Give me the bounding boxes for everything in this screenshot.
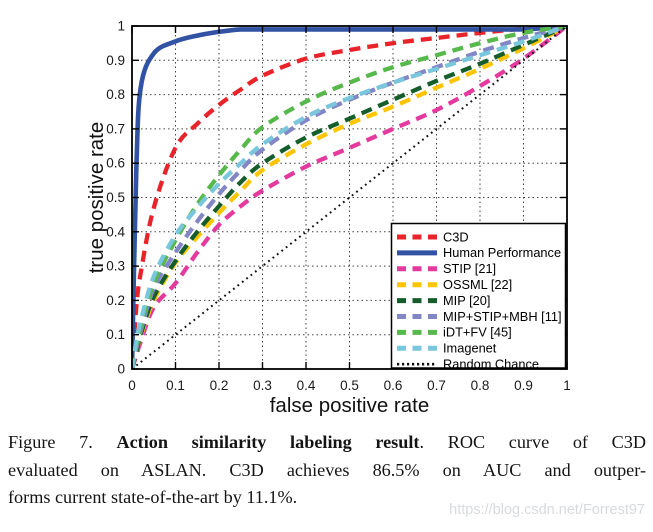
legend-entry-c3d: C3D: [397, 229, 469, 244]
y-tick-label: 0.7: [106, 121, 125, 136]
x-tick-label: 0.8: [471, 378, 490, 393]
caption-line-3: forms current state-of-the-art by 11.1%.: [8, 487, 298, 508]
legend-entry-ossml-22: OSSML [22]: [397, 277, 512, 292]
x-tick-label: 0.2: [210, 378, 229, 393]
x-tick-label: 0: [128, 378, 136, 393]
caption-line-1: Figure 7. Action similarity labeling res…: [8, 429, 646, 457]
x-tick-label: 0.6: [384, 378, 403, 393]
legend-label-idt-fv-45: iDT+FV [45]: [443, 325, 512, 340]
legend-label-human-performance: Human Performance: [443, 245, 561, 260]
y-tick-label: 0.4: [106, 224, 125, 239]
watermark-url: https://blog.csdn.net/Forrest97: [449, 502, 645, 518]
legend-entry-random-chance: Random Chance: [397, 357, 539, 372]
x-tick-label: 0.5: [340, 378, 359, 393]
roc-curve-imagenet: [132, 26, 567, 369]
x-tick-label: 0.9: [514, 378, 533, 393]
x-tick-label: 1: [563, 378, 571, 393]
y-tick-label: 0.8: [106, 87, 125, 102]
x-tick-label: 0.1: [166, 378, 185, 393]
legend-label-mip-20: MIP [20]: [443, 293, 490, 308]
caption-line-2: evaluated on ASLAN. C3D achieves 86.5% o…: [8, 459, 646, 480]
legend-label-imagenet: Imagenet: [443, 341, 497, 356]
caption-bold-title: Action similarity labeling result: [116, 432, 420, 452]
plot-border: [131, 25, 568, 370]
legend-label-random-chance: Random Chance: [443, 357, 539, 372]
y-tick-label: 0.3: [106, 259, 125, 274]
legend-entry-stip-21: STIP [21]: [397, 261, 496, 276]
caption-figure-number: Figure 7.: [8, 432, 117, 452]
roc-curve-random-chance: [132, 26, 567, 369]
x-tick-label: 0.3: [253, 378, 272, 393]
figure-caption: Figure 7. Action similarity labeling res…: [8, 429, 646, 512]
y-tick-label: 1: [117, 19, 125, 34]
x-tick-label: 0.7: [427, 378, 446, 393]
x-tick-label: 0.4: [297, 378, 316, 393]
legend-label-ossml-22: OSSML [22]: [443, 277, 512, 292]
legend-label-stip-21: STIP [21]: [443, 261, 496, 276]
y-tick-label: 0.2: [106, 293, 125, 308]
roc-curve-human-performance: [132, 26, 567, 369]
legend-entry-idt-fv-45: iDT+FV [45]: [397, 325, 512, 340]
legend-label-mip-stip-mbh-11: MIP+STIP+MBH [11]: [443, 309, 562, 324]
roc-curves: [132, 26, 567, 369]
roc-chart-svg: 0 0.1 0.2 0.3 0.4 0.5 0.6 0.7 0.8 0.9 1 0 0.1 0.2 0.3 0…: [85, 19, 571, 418]
legend-label-c3d: C3D: [443, 229, 469, 244]
roc-curve-c3d: [132, 26, 567, 369]
y-tick-label: 0: [117, 362, 125, 377]
roc-chart: 0 0.1 0.2 0.3 0.4 0.5 0.6 0.7 0.8 0.9 1 0 0.1 0.2 0.3 0…: [85, 19, 571, 418]
y-tick-label: 0.6: [106, 156, 125, 171]
legend-entry-imagenet: Imagenet: [397, 341, 497, 356]
y-axis-label: true positive rate: [85, 122, 108, 274]
legend-entry-mip-stip-mbh-11: MIP+STIP+MBH [11]: [397, 309, 562, 324]
tick-labels: 0 0.1 0.2 0.3 0.4 0.5 0.6 0.7 0.8 0.9 1 0 0.1 0.2 0.3 0…: [106, 19, 571, 394]
y-tick-label: 0.1: [106, 327, 125, 342]
legend-box: [390, 222, 567, 369]
y-tick-label: 0.5: [106, 190, 125, 205]
caption-line-1-rest: . ROC curve of C3D: [419, 432, 647, 452]
legend-entry-human-performance: Human Performance: [397, 245, 561, 260]
y-tick-label: 0.9: [106, 53, 125, 68]
x-axis-label: false positive rate: [270, 394, 430, 417]
roc-curve-ossml-22: [132, 26, 567, 369]
legend-entry-mip-20: MIP [20]: [397, 293, 490, 308]
